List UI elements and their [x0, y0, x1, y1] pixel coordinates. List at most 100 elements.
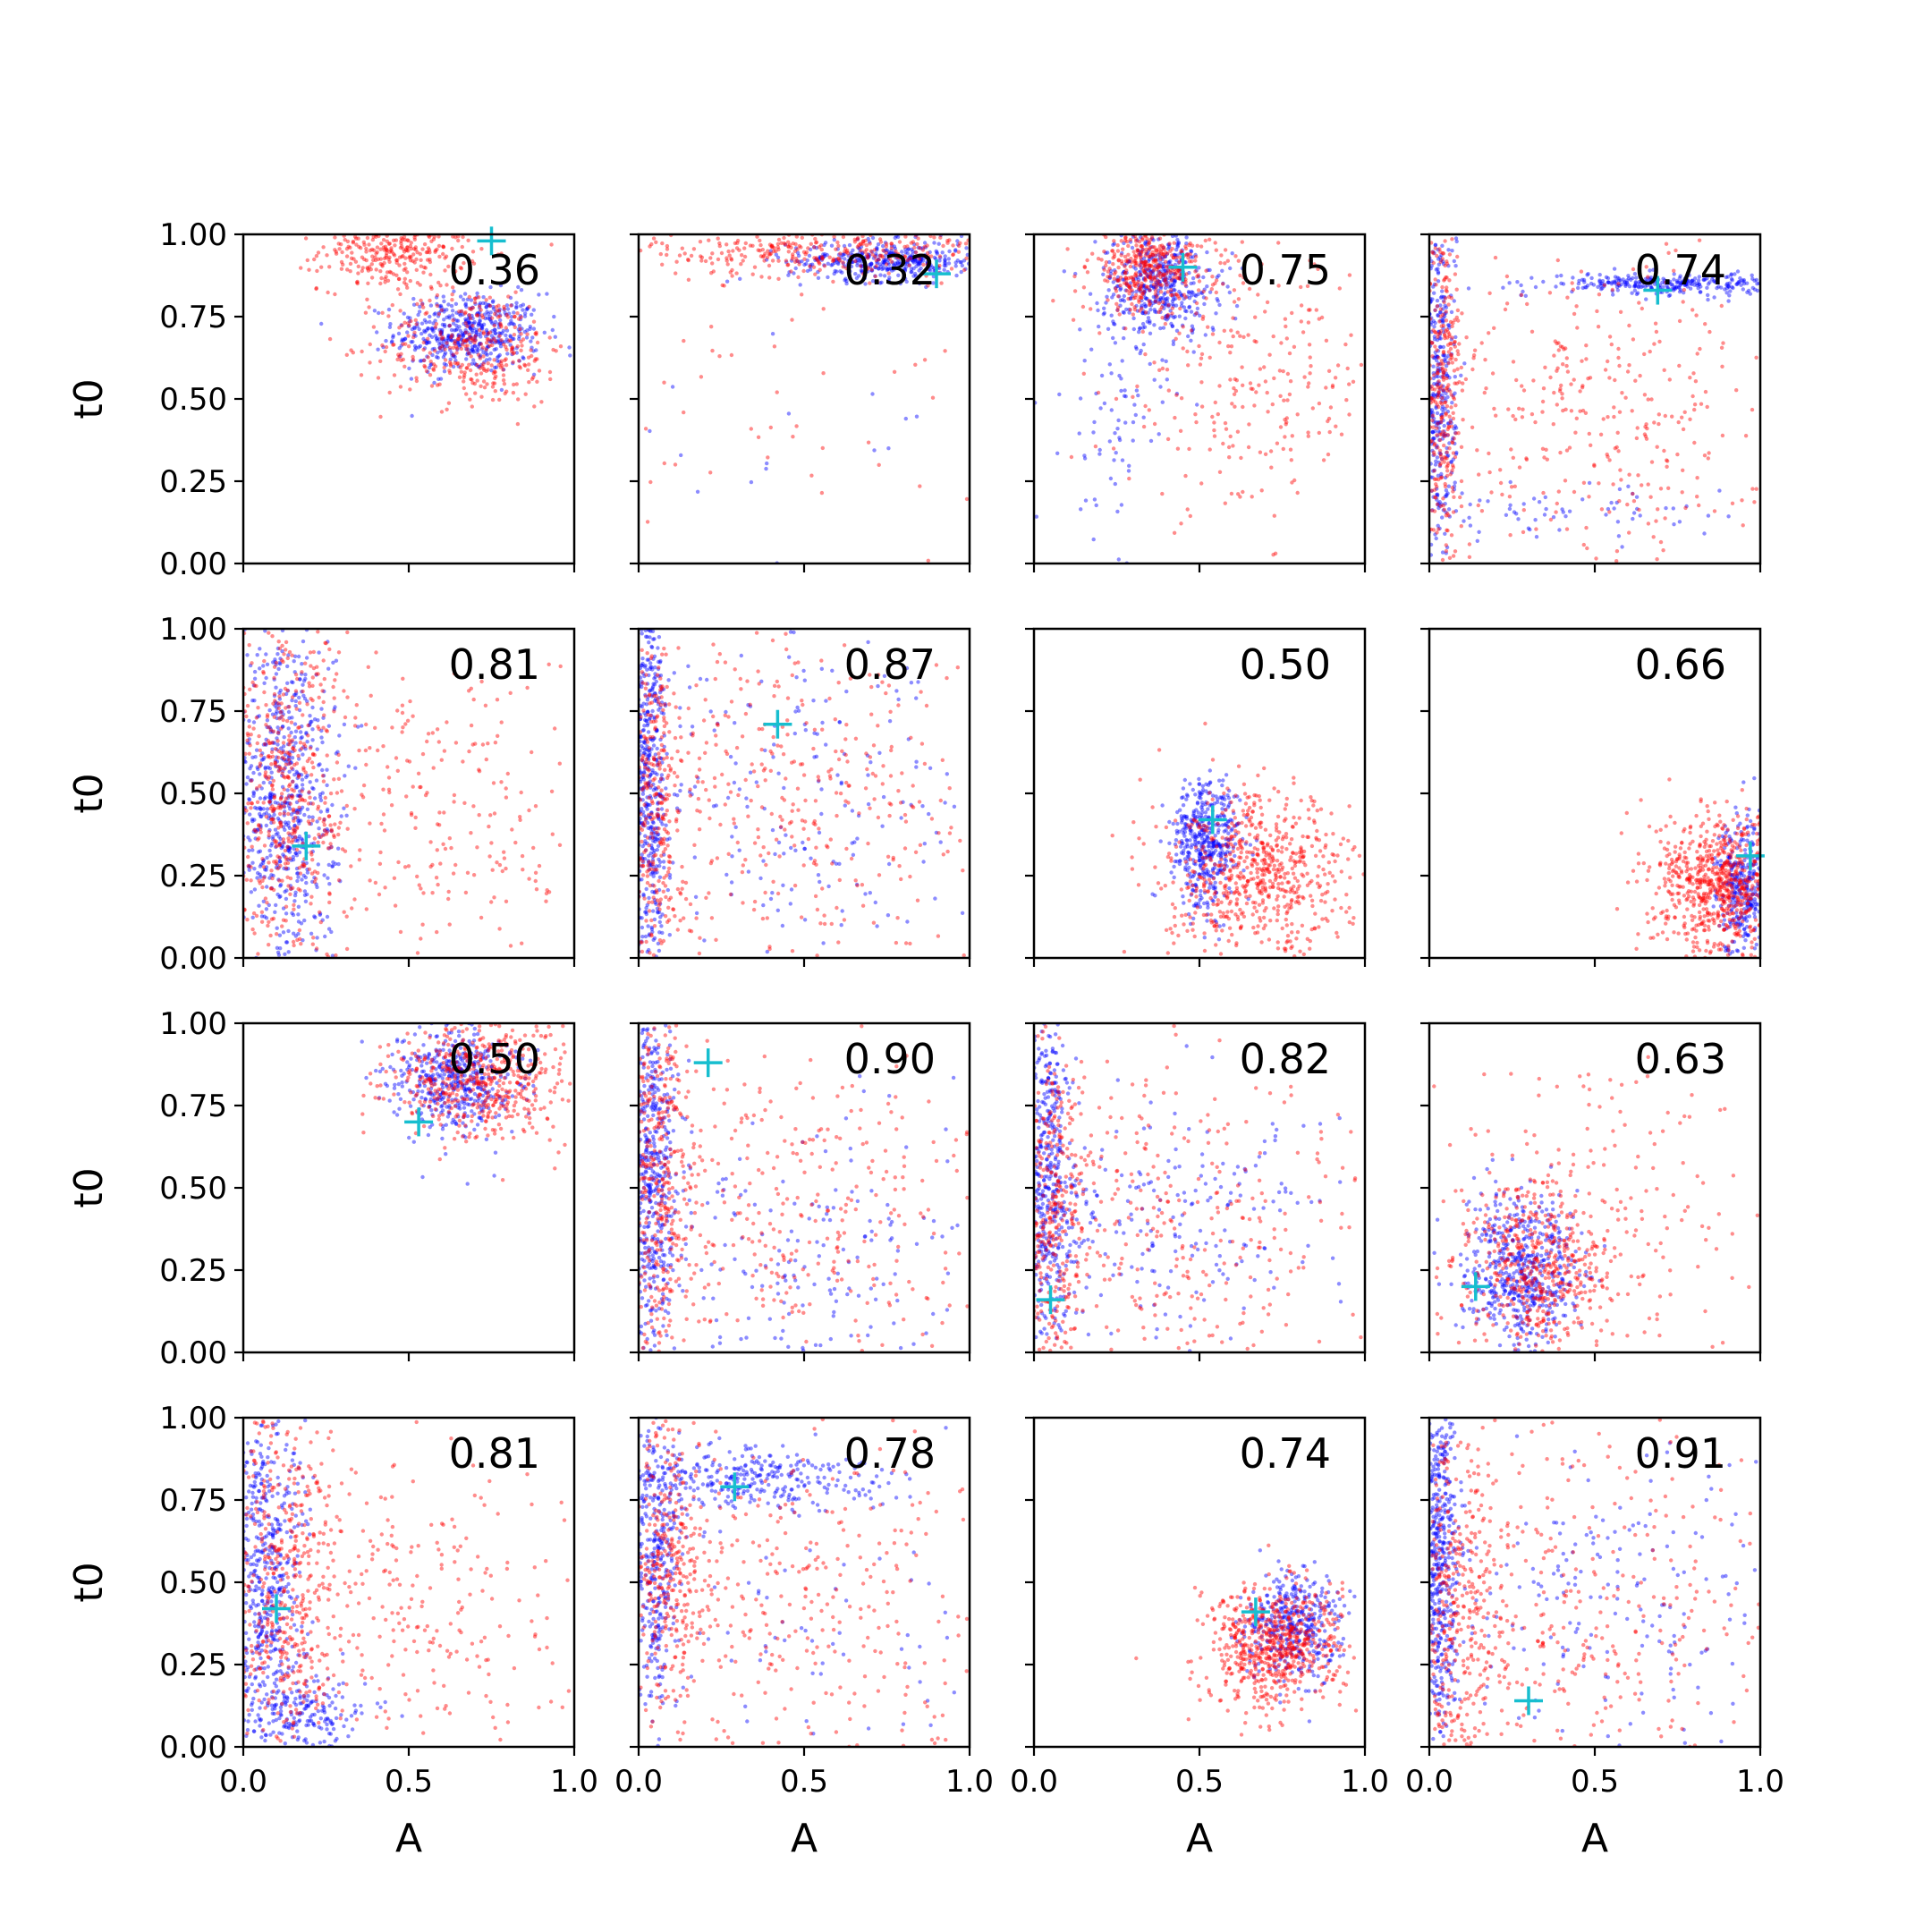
blue-point: [1132, 402, 1137, 407]
blue-point: [432, 346, 436, 352]
blue-point: [1156, 258, 1160, 262]
red-point: [756, 248, 760, 252]
blue-point: [904, 279, 909, 284]
red-point: [382, 248, 386, 252]
red-point: [686, 277, 691, 282]
red-point: [548, 377, 553, 382]
red-point: [1114, 396, 1119, 402]
blue-point: [906, 247, 911, 251]
blue-point: [1127, 463, 1131, 468]
blue-point: [1117, 437, 1123, 443]
blue-point: [262, 681, 267, 685]
blue-point: [821, 252, 826, 257]
red-point: [1164, 276, 1168, 281]
blue-point: [1437, 362, 1443, 367]
red-point: [381, 238, 386, 242]
red-point: [1169, 278, 1174, 283]
red-point: [1219, 253, 1224, 258]
blue-point: [356, 724, 360, 729]
red-point: [1317, 430, 1322, 436]
red-point: [1447, 414, 1452, 419]
red-point: [662, 380, 666, 385]
blue-point: [1688, 281, 1693, 286]
blue-point: [1445, 374, 1450, 378]
red-point: [1143, 259, 1148, 264]
blue-point: [875, 245, 879, 250]
red-point: [1433, 344, 1437, 349]
red-point: [462, 373, 467, 377]
blue-point: [286, 709, 292, 715]
red-point: [1118, 284, 1123, 288]
red-point: [440, 343, 445, 349]
blue-point: [1154, 280, 1158, 285]
red-point: [1631, 491, 1635, 496]
blue-point: [342, 806, 346, 810]
red-point: [1071, 318, 1076, 322]
blue-point: [1449, 420, 1453, 425]
red-point: [378, 261, 383, 267]
red-point: [285, 656, 290, 661]
blue-point: [1670, 283, 1675, 287]
blue-point: [1148, 273, 1153, 278]
blue-point: [429, 326, 435, 331]
blue-point: [463, 302, 468, 308]
blue-point: [843, 276, 848, 281]
blue-point: [433, 318, 437, 323]
red-point: [932, 235, 936, 240]
blue-point: [1179, 303, 1184, 309]
blue-point: [1178, 251, 1182, 256]
red-point: [957, 243, 962, 249]
blue-point: [884, 257, 888, 262]
blue-point: [402, 336, 408, 341]
red-point: [1345, 366, 1350, 371]
blue-point: [1615, 520, 1621, 524]
panel-value-label: 0.36: [449, 246, 540, 294]
blue-point: [281, 844, 285, 849]
red-point: [311, 649, 316, 655]
red-point: [1156, 273, 1161, 278]
red-point: [734, 271, 739, 275]
red-point: [1441, 323, 1446, 328]
red-point: [1089, 307, 1093, 311]
blue-point: [286, 848, 291, 852]
red-point: [1430, 413, 1436, 418]
red-point: [1154, 285, 1158, 290]
red-point: [1123, 271, 1127, 275]
red-point: [490, 343, 495, 348]
red-point: [429, 239, 434, 243]
blue-point: [276, 865, 281, 870]
red-point: [913, 250, 919, 255]
blue-point: [1123, 263, 1127, 267]
blue-point: [504, 337, 509, 342]
red-point: [1138, 309, 1142, 313]
red-point: [1183, 246, 1189, 251]
blue-point: [271, 741, 275, 745]
blue-point: [843, 278, 847, 283]
red-point: [794, 234, 799, 239]
blue-point: [1156, 292, 1160, 296]
red-point: [1754, 487, 1758, 491]
red-point: [1156, 265, 1160, 269]
red-point: [1201, 289, 1206, 294]
red-point: [1268, 449, 1274, 453]
red-point: [1114, 286, 1118, 291]
red-point: [1437, 432, 1443, 436]
blue-point: [487, 317, 492, 321]
blue-point: [1672, 285, 1677, 290]
red-point: [813, 241, 818, 245]
red-point: [339, 259, 344, 265]
blue-point: [307, 723, 311, 728]
blue-point: [496, 309, 502, 314]
blue-point: [1454, 450, 1459, 455]
red-point: [1431, 399, 1436, 403]
red-point: [479, 371, 484, 376]
blue-point: [479, 323, 483, 327]
red-point: [1680, 415, 1684, 419]
red-point: [333, 292, 337, 297]
blue-point: [1512, 510, 1517, 514]
blue-point: [1560, 507, 1564, 512]
blue-point: [1187, 270, 1191, 275]
red-point: [1596, 325, 1601, 329]
blue-point: [493, 331, 498, 336]
red-point: [511, 390, 516, 395]
